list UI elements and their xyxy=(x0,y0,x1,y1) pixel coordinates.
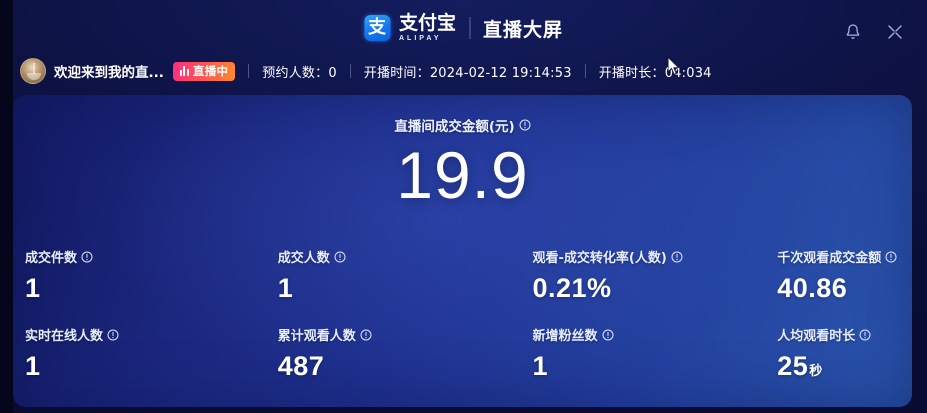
metric-value-number: 1 xyxy=(25,273,41,303)
info-icon[interactable] xyxy=(859,329,871,341)
top-actions xyxy=(843,22,905,42)
left-edge-strip xyxy=(0,0,13,413)
metric-label: 累计观看人数 xyxy=(277,329,356,344)
alipay-logo-icon: 支 xyxy=(363,15,390,41)
metric-label: 人均观看时长 xyxy=(777,329,856,344)
start-time-value: 2024-02-12 19:14:53 xyxy=(429,65,572,81)
metric-value-number: 1 xyxy=(25,351,41,381)
metric-cell: 实时在线人数 1 xyxy=(13,325,238,403)
metric-cell: 累计观看人数 487 xyxy=(238,325,463,403)
metric-value: 1 xyxy=(25,272,238,310)
stream-duration: 开播时长：04:034 xyxy=(599,62,712,81)
metric-label: 成交人数 xyxy=(277,251,330,266)
stream-duration-value-left: 04:0 xyxy=(664,65,695,81)
metrics-row: 成交件数 1 成交人数 xyxy=(13,247,912,325)
metric-label: 观看-成交转化率(人数) xyxy=(532,251,667,266)
metric-cell: 成交人数 1 xyxy=(238,247,463,325)
info-icon[interactable] xyxy=(81,251,93,263)
status-divider xyxy=(584,64,586,78)
metric-label: 千次观看成交金额 xyxy=(777,251,882,266)
metrics-panel: 直播间成交金额(元) 19.9 成交件数 xyxy=(13,95,912,407)
metric-cell: 成交件数 1 xyxy=(13,247,238,325)
start-time-label: 开播时间： xyxy=(363,65,430,81)
brand-divider xyxy=(469,17,470,39)
start-time: 开播时间：2024-02-12 19:14:53 xyxy=(364,62,572,81)
page-title: 直播大屏 xyxy=(483,18,564,41)
hero-metric-label: 直播间成交金额(元) xyxy=(394,119,515,135)
metric-value: 40.86 xyxy=(777,272,912,310)
stream-duration-label: 开播时长： xyxy=(598,65,665,81)
metric-value: 487 xyxy=(278,350,463,388)
metric-cell: 观看-成交转化率(人数) 0.21% xyxy=(463,247,688,325)
info-icon[interactable] xyxy=(671,251,683,263)
metric-label-row: 实时在线人数 xyxy=(25,325,238,344)
metric-cell: 千次观看成交金额 40.86 xyxy=(687,247,912,325)
bell-icon[interactable] xyxy=(843,22,863,42)
metric-value: 0.21% xyxy=(533,272,688,310)
hero-metric-label-row: 直播间成交金额(元) xyxy=(394,115,531,135)
hero-metric: 直播间成交金额(元) 19.9 xyxy=(13,115,912,212)
alipay-wordmark-en: ALIPAY xyxy=(398,35,442,42)
brand-block: 支 支付宝 ALIPAY 直播大屏 xyxy=(363,12,564,43)
metric-label-row: 成交件数 xyxy=(25,247,238,266)
info-icon[interactable] xyxy=(334,251,346,263)
metric-value-number: 1 xyxy=(277,273,294,303)
status-bar: 欢迎来到我的直... 直播中 预约人数：0 开播时间：2024-02-12 19… xyxy=(20,58,712,84)
hero-metric-value: 19.9 xyxy=(396,138,529,212)
metric-value-number: 0.21% xyxy=(532,273,612,303)
metric-label-row: 新增粉丝数 xyxy=(533,325,688,344)
info-icon[interactable] xyxy=(602,329,614,341)
metric-value-number: 40.86 xyxy=(777,273,848,303)
avatar xyxy=(20,58,46,84)
metric-cell: 新增粉丝数 1 xyxy=(463,325,688,403)
metric-value: 25秒 xyxy=(777,350,912,388)
info-icon[interactable] xyxy=(519,119,531,131)
metric-value-number: 1 xyxy=(532,351,549,381)
metrics-row: 实时在线人数 1 累计观看人数 xyxy=(13,325,912,403)
metric-label: 实时在线人数 xyxy=(25,329,104,344)
reservation-count: 预约人数：0 xyxy=(262,62,337,81)
metric-value-number: 25 xyxy=(777,351,809,381)
live-badge-label: 直播中 xyxy=(192,64,229,78)
fullscreen-icon[interactable] xyxy=(885,22,905,42)
info-icon[interactable] xyxy=(360,329,372,341)
metric-label: 新增粉丝数 xyxy=(532,329,598,344)
metric-label-row: 人均观看时长 xyxy=(777,325,912,344)
stream-duration-value-right: 34 xyxy=(694,65,712,81)
metric-value: 1 xyxy=(533,350,688,388)
metric-cell: 人均观看时长 25秒 xyxy=(687,325,912,403)
metric-label: 成交件数 xyxy=(25,251,78,266)
room-title: 欢迎来到我的直... xyxy=(54,65,164,81)
info-icon[interactable] xyxy=(107,329,119,341)
metric-value-number: 487 xyxy=(277,351,325,381)
metric-value-unit: 秒 xyxy=(809,364,823,379)
info-icon[interactable] xyxy=(885,251,897,263)
metric-value: 1 xyxy=(25,350,238,388)
status-divider xyxy=(248,64,250,78)
metric-label-row: 观看-成交转化率(人数) xyxy=(533,247,688,266)
metric-label-row: 千次观看成交金额 xyxy=(777,247,912,266)
alipay-wordmark-cn: 支付宝 xyxy=(398,12,456,34)
status-badge-live: 直播中 xyxy=(172,61,236,81)
alipay-wordmark: 支付宝 ALIPAY xyxy=(398,12,456,43)
live-bars-icon xyxy=(179,66,189,76)
metrics-grid: 成交件数 1 成交人数 xyxy=(13,247,912,403)
metric-label-row: 成交人数 xyxy=(278,247,463,266)
metric-label-row: 累计观看人数 xyxy=(278,325,463,344)
metric-value: 1 xyxy=(278,272,463,310)
status-divider xyxy=(349,64,351,78)
reservation-count-label: 预约人数： xyxy=(262,65,329,81)
reservation-count-value: 0 xyxy=(328,65,337,81)
top-bar: 支 支付宝 ALIPAY 直播大屏 xyxy=(0,0,927,52)
